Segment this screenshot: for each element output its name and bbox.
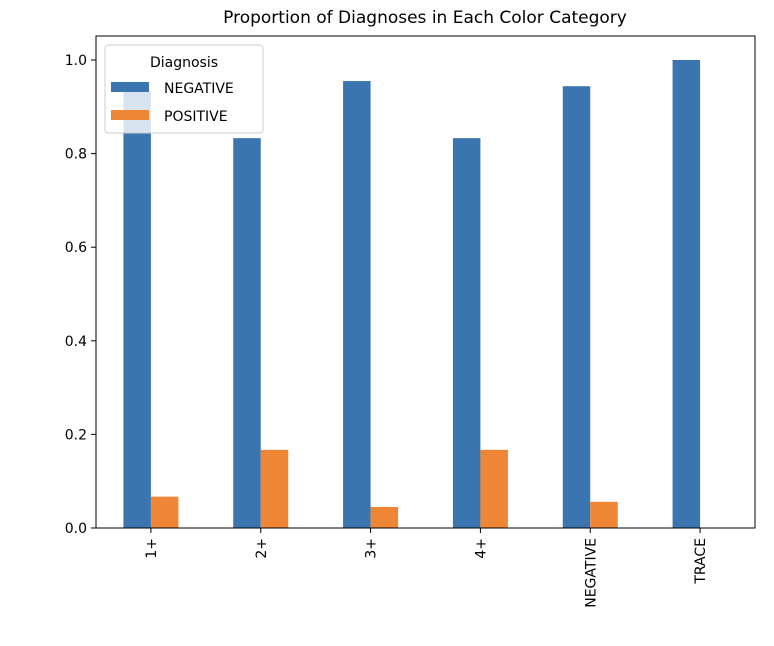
x-tick-label: TRACE	[693, 538, 709, 585]
legend-swatch-positive	[111, 110, 149, 120]
x-tick-label: 3+	[364, 538, 380, 559]
y-tick-label: 0.6	[65, 240, 87, 256]
bar-positive-4+	[480, 449, 508, 528]
legend-swatch-negative	[111, 82, 149, 92]
bar-positive-negative	[590, 501, 618, 528]
y-tick-label: 0.0	[65, 521, 87, 537]
y-tick-label: 0.2	[65, 427, 87, 443]
bar-negative-2+	[233, 138, 261, 528]
bar-positive-1+	[150, 496, 179, 528]
legend-label-negative: NEGATIVE	[164, 81, 234, 97]
x-tick-label: 1+	[144, 538, 160, 559]
y-tick-label: 0.4	[65, 334, 87, 350]
y-tick-label: 1.0	[65, 53, 87, 69]
x-tick-label: NEGATIVE	[583, 538, 599, 608]
y-tick-label: 0.8	[65, 147, 87, 163]
bar-negative-1+	[123, 91, 151, 528]
legend-label-positive: POSITIVE	[164, 109, 228, 125]
bar-negative-4+	[452, 138, 481, 528]
x-tick-label: 2+	[254, 538, 270, 559]
chart-title: Proportion of Diagnoses in Each Color Ca…	[223, 8, 627, 28]
legend-title: Diagnosis	[150, 55, 218, 71]
bar-negative-negative	[562, 86, 591, 528]
axes-frame	[95, 35, 756, 529]
legend: Diagnosis NEGATIVE POSITIVE	[104, 44, 264, 134]
bar-positive-2+	[260, 449, 289, 528]
bar-negative-trace	[672, 60, 701, 528]
bar-positive-3+	[370, 506, 399, 528]
x-tick-label: 4+	[473, 538, 489, 559]
bar-negative-3+	[343, 81, 371, 528]
